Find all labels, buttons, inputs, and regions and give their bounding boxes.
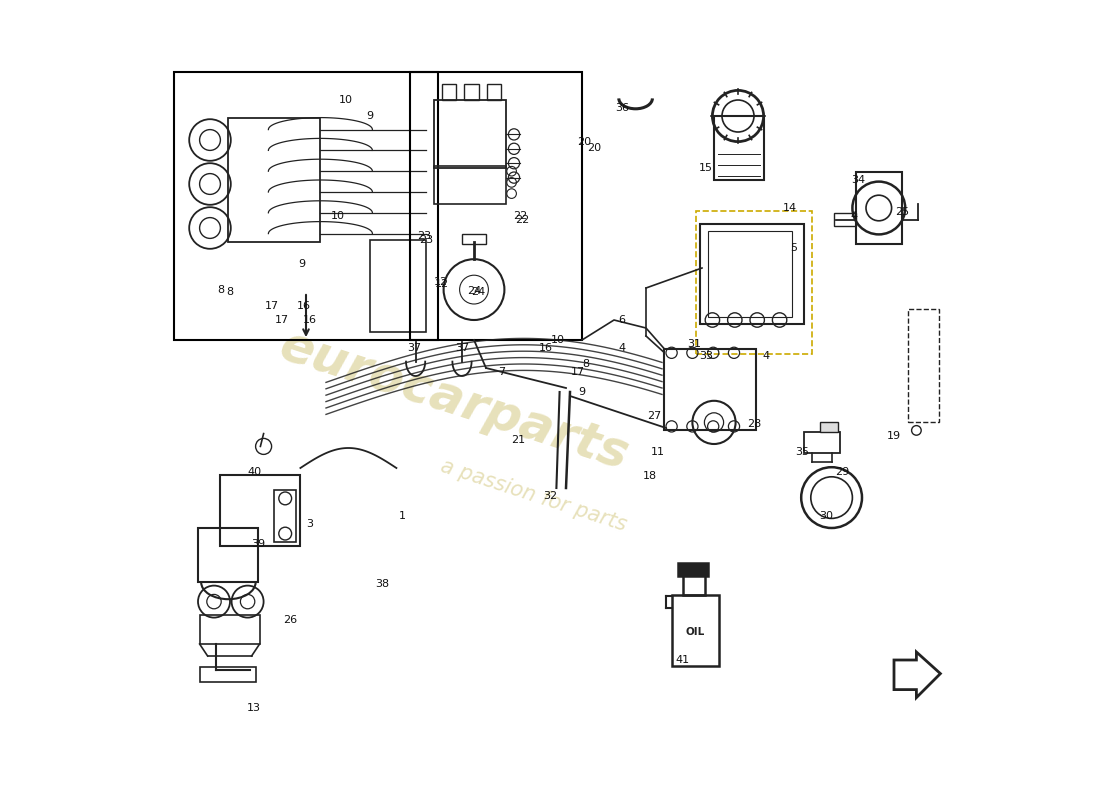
Text: 18: 18	[642, 471, 657, 481]
Text: 4: 4	[850, 211, 858, 221]
Bar	[198, 528, 258, 582]
Text: 8: 8	[582, 359, 590, 369]
Text: 20: 20	[578, 138, 592, 147]
Text: 37: 37	[455, 343, 469, 353]
Text: 35: 35	[795, 447, 808, 457]
Bar	[174, 72, 438, 340]
Bar	[434, 100, 506, 168]
Text: 3: 3	[307, 519, 314, 529]
Bar	[821, 422, 838, 432]
Text: 28: 28	[747, 419, 761, 429]
Text: 20: 20	[587, 143, 601, 153]
Text: 23: 23	[417, 231, 431, 241]
Text: 9: 9	[579, 387, 585, 397]
Bar	[220, 475, 300, 546]
Bar	[909, 309, 938, 422]
Text: a passion for parts: a passion for parts	[439, 457, 629, 535]
Text: 37: 37	[407, 343, 421, 353]
Text: 9: 9	[298, 259, 306, 269]
Bar	[663, 349, 756, 430]
Bar	[462, 234, 486, 244]
Text: 8: 8	[227, 287, 233, 297]
Bar	[696, 211, 813, 354]
Text: 16: 16	[302, 315, 317, 325]
Text: 40: 40	[246, 467, 261, 477]
Bar	[683, 574, 705, 595]
Text: 1: 1	[398, 511, 406, 521]
Text: 24: 24	[471, 287, 485, 297]
Text: 25: 25	[895, 207, 909, 217]
Text: 16: 16	[297, 301, 310, 310]
Bar	[410, 72, 582, 340]
Text: 31: 31	[688, 339, 701, 349]
Bar	[229, 118, 320, 242]
Bar	[856, 172, 902, 244]
Text: 30: 30	[820, 511, 833, 521]
Text: 10: 10	[331, 211, 345, 221]
Text: 29: 29	[835, 467, 849, 477]
Text: 12: 12	[434, 279, 449, 289]
Bar	[199, 615, 260, 644]
Bar	[834, 213, 857, 226]
Text: 12: 12	[433, 277, 448, 286]
Bar	[714, 116, 763, 180]
Text: 7: 7	[498, 367, 506, 377]
Text: 6: 6	[618, 315, 626, 325]
Text: 14: 14	[783, 203, 798, 213]
Bar	[274, 490, 296, 542]
Text: 5: 5	[791, 243, 798, 253]
Bar	[199, 667, 255, 682]
Text: 24: 24	[466, 286, 481, 296]
Text: 36: 36	[615, 103, 629, 113]
Text: 11: 11	[651, 447, 666, 457]
Text: 10: 10	[339, 95, 353, 105]
Text: 38: 38	[375, 579, 389, 589]
Text: 16: 16	[539, 343, 553, 353]
Text: 15: 15	[698, 163, 713, 173]
Text: 26: 26	[283, 615, 297, 625]
Text: 21: 21	[510, 435, 525, 445]
Text: 22: 22	[514, 211, 528, 221]
Bar	[708, 231, 792, 317]
Text: 41: 41	[675, 655, 689, 665]
Bar	[434, 166, 506, 204]
Text: 13: 13	[248, 703, 261, 713]
Text: 39: 39	[251, 539, 265, 549]
Text: 22: 22	[515, 215, 529, 225]
Text: 4: 4	[762, 351, 770, 361]
Bar	[464, 84, 478, 100]
Text: 19: 19	[887, 431, 901, 441]
Text: 27: 27	[647, 411, 661, 421]
Text: 23: 23	[419, 235, 433, 245]
Text: 34: 34	[851, 175, 865, 185]
Text: 17: 17	[264, 301, 278, 310]
Text: 10: 10	[551, 335, 565, 345]
Bar	[701, 224, 804, 324]
Bar	[804, 432, 839, 453]
Text: 32: 32	[543, 491, 557, 501]
Bar	[442, 84, 456, 100]
Text: OIL: OIL	[686, 627, 705, 637]
Bar	[672, 595, 718, 666]
Text: 17: 17	[571, 367, 585, 377]
Text: eurocarparts: eurocarparts	[274, 321, 635, 479]
Text: 17: 17	[275, 315, 289, 325]
Text: 8: 8	[217, 285, 224, 294]
Bar	[487, 84, 502, 100]
Text: 4: 4	[618, 343, 626, 353]
Text: 9: 9	[366, 111, 374, 121]
Bar	[370, 240, 426, 332]
Text: 33: 33	[698, 351, 713, 361]
Bar	[678, 563, 708, 576]
